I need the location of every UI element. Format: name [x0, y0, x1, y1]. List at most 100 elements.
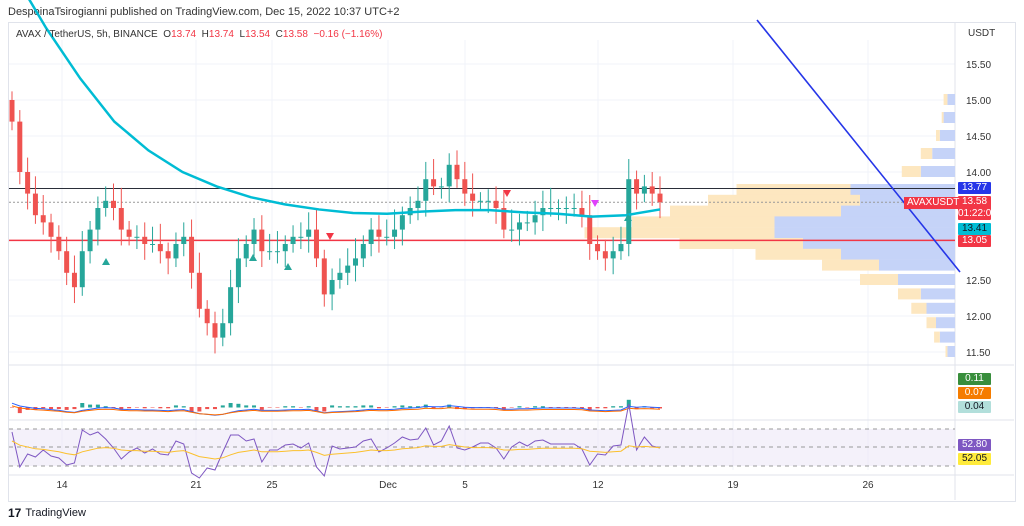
macd-histogram-bar [252, 405, 257, 408]
macd-histogram-bar [533, 406, 538, 408]
candle-body [524, 222, 530, 224]
candle-body [415, 200, 421, 208]
candle-body [259, 229, 265, 252]
macd-histogram-bar [41, 407, 46, 409]
candle-body [251, 229, 257, 244]
vp-bar-up [679, 238, 803, 249]
candle-body [32, 193, 38, 216]
candle-body [345, 265, 351, 273]
macd-histogram-bar [181, 406, 186, 408]
candle-body [321, 258, 327, 295]
vp-bar-up [822, 259, 879, 271]
trend-line [756, 19, 961, 273]
macd-histogram-bar [228, 403, 233, 408]
price-tick-label: 14.00 [966, 168, 991, 179]
candle-body [306, 229, 312, 237]
tradingview-logo-icon: 17 [8, 506, 22, 520]
candle-body [290, 236, 296, 244]
candle-body [181, 236, 187, 244]
candle-body [595, 244, 601, 252]
macd-histogram-bar [658, 407, 662, 409]
time-tick-label: 19 [727, 480, 739, 491]
candle-body [431, 179, 437, 187]
macd-histogram-bar [88, 404, 93, 408]
publisher-line: DespoinaTsirogianni published on Trading… [8, 6, 400, 18]
chart-frame[interactable] [8, 22, 1016, 502]
candle-body [649, 186, 655, 194]
macd-histogram-bar [72, 407, 77, 410]
vp-bar-down [947, 346, 955, 357]
vp-bar-down [774, 216, 955, 228]
rsi-ma-line [11, 440, 661, 460]
macd-histogram-bar [103, 406, 108, 408]
price-tick-label: 11.50 [966, 348, 991, 359]
tradingview-footer[interactable]: 17 TradingView [8, 506, 86, 520]
volume-profile [584, 94, 955, 357]
symbol-tag: AVAXUSDT [904, 197, 963, 209]
high-label: H [201, 29, 209, 40]
candle-body [337, 272, 343, 280]
macd-histogram-bar [462, 407, 467, 410]
candle-body [618, 244, 624, 252]
candle-body [641, 186, 647, 194]
vp-bar-up [736, 184, 851, 195]
candle-body [110, 200, 116, 208]
open-value: 13.74 [171, 29, 197, 40]
vp-bar-down [850, 184, 955, 195]
candle-body [353, 258, 359, 266]
tag-rsi-ma: 52.05 [958, 453, 991, 465]
macd-histogram-bar [119, 407, 124, 410]
candle-body [48, 222, 54, 237]
candle-body [25, 172, 31, 194]
candle-body [274, 251, 280, 253]
buy-signal-icon [624, 214, 632, 221]
macd-histogram-bar [556, 407, 561, 408]
vp-bar-down [920, 288, 955, 300]
high-value: 13.74 [208, 29, 234, 40]
macd-histogram-bar [127, 407, 132, 409]
macd-histogram-bar [275, 407, 280, 408]
time-tick-label: Dec [379, 480, 397, 491]
vp-bar-up [934, 331, 940, 343]
time-tick-label: 21 [190, 480, 202, 491]
candle-body [501, 208, 507, 230]
macd-histogram-bar [603, 407, 608, 409]
candle-body [267, 251, 273, 253]
candle-body [602, 251, 608, 259]
buy-signal-icon [249, 254, 257, 261]
vp-bar-up [941, 112, 944, 123]
vp-bar-up [755, 248, 841, 260]
tag-macd: 0.11 [958, 373, 991, 385]
macd-histogram-bar [158, 407, 163, 409]
vp-bar-down [926, 302, 955, 314]
close-label: C [275, 29, 283, 40]
macd-histogram-bar [236, 403, 241, 408]
vp-bar-up [901, 166, 921, 177]
macd-histogram-bar [415, 406, 420, 408]
tag-ma: 13.41 [958, 223, 991, 235]
candle-body [360, 244, 366, 259]
vp-bar-up [708, 194, 860, 206]
moving-average-line [28, 0, 661, 218]
vp-bar-down [947, 94, 955, 105]
candle-body [626, 179, 632, 244]
currency-label: USDT [968, 28, 995, 39]
candle-body [189, 236, 195, 273]
candle-body [165, 251, 171, 259]
low-value: 13.54 [245, 29, 271, 40]
macd-histogram-bar [142, 407, 147, 409]
candle-body [103, 200, 109, 208]
candle-body [571, 208, 577, 209]
candle-body [79, 251, 85, 288]
candle-body [64, 251, 70, 273]
symbol-name[interactable]: AVAX / TetherUS, 5h, BINANCE [16, 29, 158, 40]
macd-histogram-bar [80, 403, 85, 408]
candle-body [298, 236, 304, 238]
macd-histogram-bar [376, 407, 381, 409]
macd-histogram-bar [579, 407, 584, 409]
candle-body [493, 200, 499, 208]
macd-histogram-bar [173, 405, 178, 408]
time-tick-label: 14 [56, 480, 68, 491]
macd-histogram-bar [626, 399, 631, 408]
